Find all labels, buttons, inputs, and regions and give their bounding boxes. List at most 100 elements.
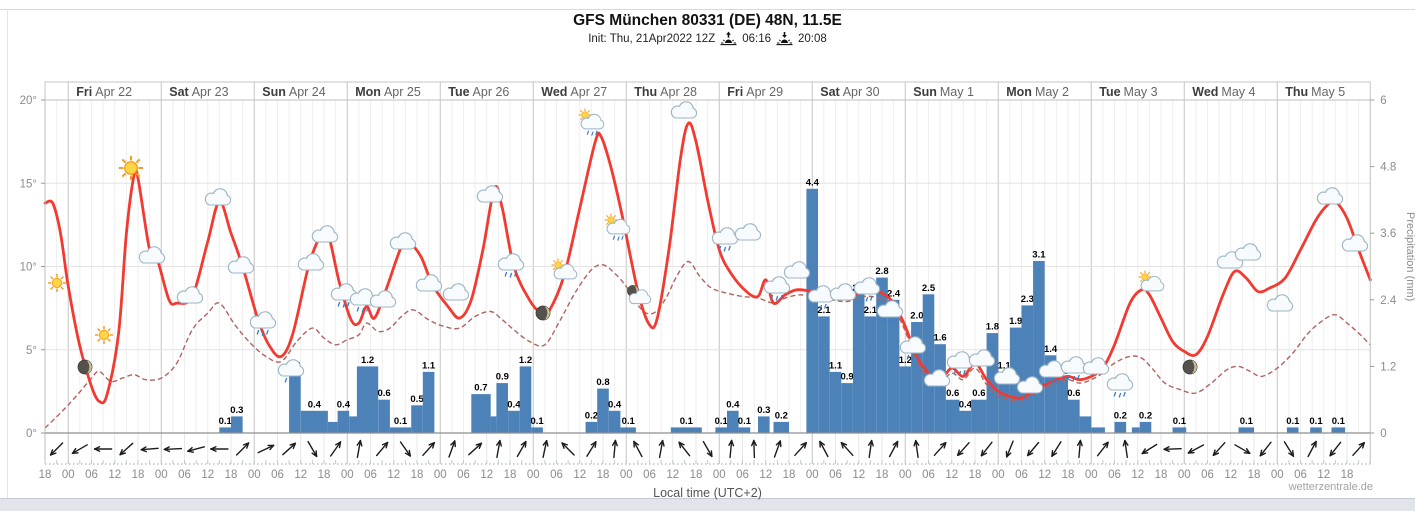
precip-bar [411, 405, 423, 434]
wind-arrow [888, 440, 899, 458]
day-label: Fri Apr 29 [727, 85, 783, 99]
watermark: wetterzentrale.de [1288, 481, 1373, 493]
day-label: Tue Apr 26 [448, 85, 509, 99]
precip-bar [620, 427, 636, 433]
bottom-strip [0, 498, 1415, 511]
cloud-icon [1235, 244, 1260, 260]
cloud-icon [298, 254, 323, 270]
moon-icon [1182, 359, 1198, 375]
precip-value-label: 2.0 [910, 311, 923, 322]
wind-arrow [210, 446, 229, 452]
wind-arrow [376, 441, 389, 457]
time-tick-label: 12 [387, 469, 400, 481]
precip-bar [422, 371, 435, 433]
precip-value-label: 2.1 [817, 305, 831, 316]
day-date: Apr 23 [192, 85, 229, 99]
precip-bar [998, 371, 1010, 433]
init-text: Init: Thu, 21Apr2022 12Z [588, 32, 716, 45]
time-tick-label: 18 [1155, 469, 1168, 481]
precip-value-label: 0.1 [1286, 416, 1300, 427]
precip-value-label: 0.7 [474, 383, 487, 394]
cloud-rain-icon [712, 228, 737, 251]
time-tick-label: 06 [1015, 469, 1028, 481]
precip-value-label: 3.1 [1032, 250, 1046, 261]
precip-value-label: 0.4 [726, 399, 740, 410]
wind-arrow [235, 442, 250, 456]
precip-value-label: 2.8 [875, 266, 888, 277]
wind-arrow [399, 441, 411, 457]
day-date: May 5 [1311, 85, 1345, 99]
day-dow: Tue [448, 85, 469, 99]
day-dow: Sun [262, 85, 286, 99]
wind-arrow [330, 441, 342, 457]
time-tick-label: 12 [1224, 469, 1237, 481]
time-tick-label: 18 [225, 469, 238, 481]
day-dow: Mon [1006, 85, 1032, 99]
cloud-icon [416, 275, 441, 291]
sun-icon [47, 273, 67, 293]
precip-bar [1068, 399, 1080, 433]
precip-bar [519, 366, 532, 433]
time-tick-label: 06 [457, 469, 470, 481]
sun-cloud-icon [552, 259, 577, 279]
wind-arrow [586, 441, 597, 457]
time-tick-label: 18 [969, 469, 982, 481]
wind-arrow [140, 446, 159, 453]
precip-value-label: 0.9 [840, 372, 853, 383]
dewpoint-curve [44, 260, 1371, 429]
time-tick-label: 00 [1178, 469, 1191, 481]
time-tick-label: 00 [992, 469, 1005, 481]
day-dow: Thu [634, 85, 657, 99]
precip-value-label: 1.6 [933, 333, 946, 344]
precip-value-label: 0.6 [946, 388, 959, 399]
time-tick-label: 00 [155, 469, 168, 481]
wind-arrow [542, 440, 549, 458]
precip-value-label: 2.1 [864, 305, 878, 316]
precip-value-label: 0.4 [507, 399, 521, 410]
temp-tick-label: 0° [26, 428, 37, 440]
precip-value-label: 0.1 [219, 416, 233, 427]
precip-value-label: 0.3 [230, 405, 243, 416]
precip-value-label: 0.2 [1139, 410, 1152, 421]
day-dow: Sat [169, 85, 189, 99]
day-dow: Wed [1192, 85, 1218, 99]
day-dow: Sun [913, 85, 937, 99]
day-label: Sat Apr 23 [169, 85, 228, 99]
time-tick-label: 18 [318, 469, 331, 481]
sun-icon [94, 325, 114, 345]
time-tick-label: 06 [85, 469, 98, 481]
day-date: Apr 28 [660, 85, 697, 99]
cloud-icon [370, 291, 395, 307]
day-label: Mon Apr 25 [355, 85, 421, 99]
wind-arrow [611, 439, 618, 459]
wind-arrow [678, 441, 691, 457]
precip-bar [378, 399, 390, 433]
precip-value-label: 0.4 [337, 399, 351, 410]
cloud-rain-icon [764, 277, 789, 300]
time-tick-label: 06 [550, 469, 563, 481]
precip-bar [1033, 261, 1045, 433]
precip-bar [597, 388, 609, 433]
precip-bar [727, 410, 739, 433]
cloud-icon [205, 189, 230, 205]
day-date: Apr 27 [570, 85, 607, 99]
wind-arrow [1352, 442, 1366, 456]
time-tick-label: 18 [132, 469, 145, 481]
sunset-time: 20:08 [798, 32, 827, 45]
day-dow: Fri [727, 85, 743, 99]
precip-value-label: 1.2 [361, 355, 374, 366]
moon-cloud-icon [627, 285, 650, 303]
precip-bar [585, 421, 598, 433]
precip-value-label: 0.1 [394, 416, 408, 427]
day-label: Sun Apr 24 [262, 85, 325, 99]
day-label: Sun May 1 [913, 85, 974, 99]
time-tick-label: 06 [1201, 469, 1214, 481]
day-label: Wed May 4 [1192, 85, 1255, 99]
precip-bar [945, 399, 960, 433]
wind-arrow [1051, 441, 1062, 457]
wind-arrow [1283, 441, 1295, 457]
x-axis-title: Local time (UTC+2) [653, 486, 762, 500]
precip-bar [1021, 305, 1034, 433]
precip-bar [715, 427, 727, 433]
cloud-icon [784, 262, 809, 278]
